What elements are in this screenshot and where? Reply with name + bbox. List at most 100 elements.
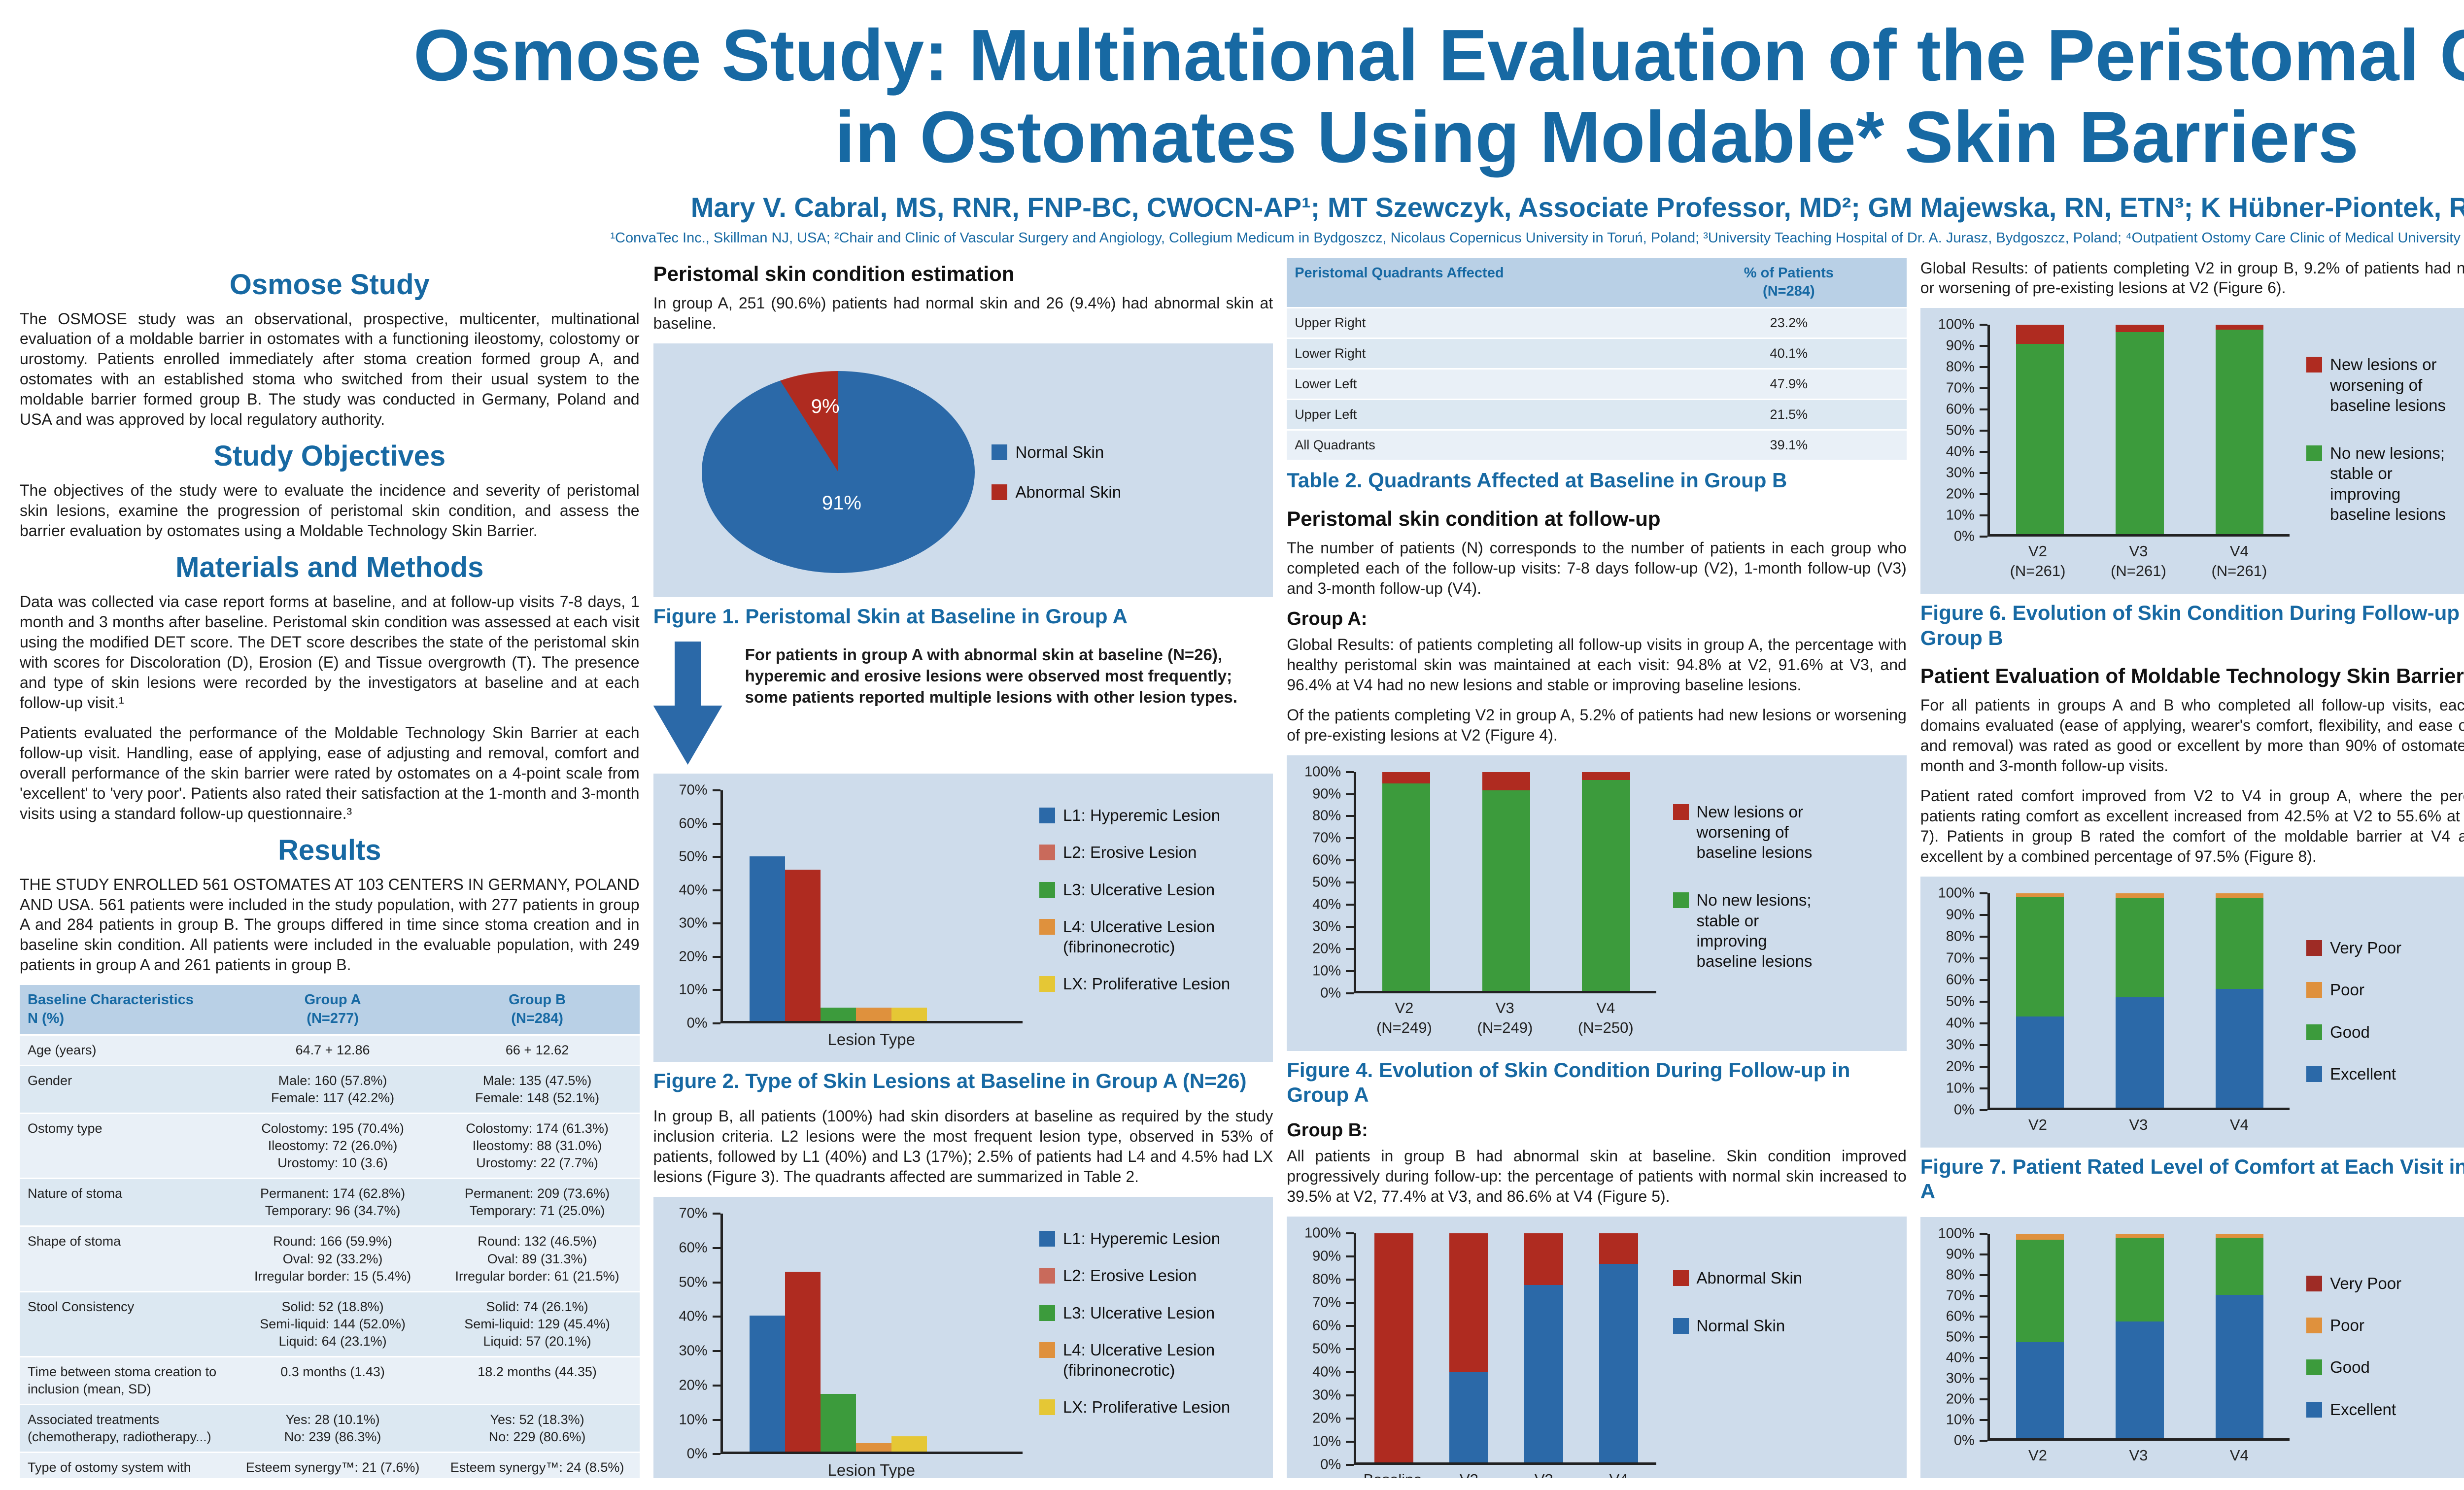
y-tick-mark (1346, 1417, 1354, 1420)
plot-column: 0% 10% 20% 30% 40% 50% 60% 70% 80% 90% 100% V2 (N=2… (1933, 317, 2290, 581)
bar-segment (1482, 772, 1531, 790)
affiliations-line: ¹ConvaTec Inc., Skillman NJ, USA; ²Chair… (610, 230, 2464, 246)
y-tick-mark (1979, 936, 1987, 938)
figure6-panel: 0% 10% 20% 30% 40% 50% 60% 70% 80% 90% 100% V2 (N=2… (1920, 308, 2464, 594)
y-tick-mark (1979, 472, 1987, 474)
materials-methods-paragraph-2: Patients evaluated the performance of th… (20, 723, 640, 822)
table-cell: Nature of stoma (20, 1179, 231, 1226)
y-tick-mark (1346, 859, 1354, 862)
y-tick-label: 50% (1946, 993, 1975, 1010)
y-tick-label: 40% (1946, 443, 1975, 460)
y-tick-mark (1346, 815, 1354, 817)
bar-segment (2116, 897, 2164, 997)
bar-segment (2016, 1233, 2064, 1240)
table-header-cell: Baseline Characteristics N (%) (20, 985, 231, 1034)
legend-item: Good (2306, 1357, 2464, 1377)
y-tick-mark (1979, 1253, 1987, 1255)
bar (821, 1393, 856, 1452)
stacked-bar (1599, 1233, 1638, 1462)
y-tick-mark (1346, 970, 1354, 973)
chart-body: 0% 10% 20% 30% 40% 50% 60% 70% Lesion Type L1: Hy… (666, 782, 1261, 1049)
x-category-label: V2 (N=261) (2010, 542, 2066, 580)
y-tick-label: 30% (1946, 465, 1975, 481)
table-row: All Quadrants 39.1% (1287, 431, 1907, 462)
figure4-stacked-chart: 0% 10% 20% 30% 40% 50% 60% 70% 80% 90% 100% V2 (N=2… (1300, 764, 1894, 1038)
table-cell: Male: 135 (47.5%) Female: 148 (52.1%) (435, 1066, 640, 1113)
legend-item: New lesions or worsening of baseline les… (2306, 354, 2464, 415)
x-category-label: V4 (N=261) (1591, 1470, 1646, 1478)
legend-swatch (1039, 1305, 1055, 1321)
y-tick-label: 40% (679, 882, 708, 898)
x-category-label: Baseline (N=261) (1364, 1470, 1422, 1478)
x-categories: V2 V3 V4 (1933, 1115, 2290, 1135)
group-a-results-paragraph-1: Global Results: of patients completing a… (1287, 635, 1907, 694)
legend-item: Very Poor (2306, 938, 2464, 958)
y-tick-mark (1979, 535, 1987, 538)
legend-label: Excellent (2330, 1400, 2396, 1419)
legend-item: Very Poor (2306, 1273, 2464, 1293)
y-tick-mark (1979, 979, 1987, 981)
y-tick-label: 10% (1946, 1080, 1975, 1096)
y-tick-label: 0% (1953, 1432, 1975, 1449)
bar-segment (2116, 893, 2164, 898)
y-tick-label: 60% (1946, 972, 1975, 988)
x-categories: V2 (N=261) V3 (N=261) V4 (N=261) (1933, 542, 2290, 581)
x-category-label: V4 (N=250) (1577, 999, 1634, 1037)
pie: 9% 91% (701, 371, 975, 573)
y-tick-mark (712, 1384, 720, 1387)
table-cell: 39.1% (1671, 431, 1907, 460)
group-a-results-paragraph-2: Of the patients completing V2 in group A… (1287, 706, 1907, 744)
y-tick-mark (1979, 1398, 1987, 1400)
y-tick-mark (1346, 1279, 1354, 1281)
bar-segment (2116, 997, 2164, 1108)
legend-label: New lesions or worsening of baseline les… (1696, 802, 1813, 862)
x-category-label: V4 (2229, 1446, 2249, 1464)
bar (856, 1008, 892, 1021)
bar-segment (2016, 344, 2064, 534)
bar-segment (1599, 1233, 1638, 1264)
table-row: Stool Consistency Solid: 52 (18.8%) Semi-… (20, 1292, 640, 1358)
y-tick-label: 90% (1312, 1248, 1341, 1264)
section-title-osmose-study: Osmose Study (229, 268, 430, 301)
y-tick-label: 80% (1312, 1271, 1341, 1287)
plot-row: 0% 10% 20% 30% 40% 50% 60% 70% 80% 90% 100% (1300, 1225, 1656, 1472)
y-axis: 0% 10% 20% 30% 40% 50% 60% 70% (666, 1206, 720, 1462)
y-tick-label: 80% (1312, 808, 1341, 824)
bar-segment (1382, 772, 1431, 783)
y-tick-mark (1346, 837, 1354, 840)
masthead: Osmose Study: Multinational Evaluation o… (0, 0, 2464, 249)
y-tick-label: 20% (1312, 1410, 1341, 1426)
y-tick-label: 50% (1946, 1329, 1975, 1345)
y-tick-mark (712, 1453, 720, 1456)
y-tick-mark (1346, 1255, 1354, 1258)
y-tick-mark (1979, 1022, 1987, 1024)
y-tick-mark (1979, 1336, 1987, 1338)
legend-label: L2: Erosive Lesion (1062, 843, 1197, 862)
stacked-bar (2116, 325, 2164, 534)
legend: Very Poor Poor Good Excellent (2290, 893, 2464, 1135)
section-title-study-objectives: Study Objectives (213, 440, 446, 473)
y-tick-label: 60% (1946, 1308, 1975, 1324)
bar-segment (1449, 1372, 1488, 1462)
legend-swatch (1039, 976, 1055, 992)
table-cell: Age (years) (20, 1035, 231, 1065)
y-tick-label: 60% (679, 815, 708, 832)
pie-value-label: 91% (821, 492, 861, 514)
y-tick-label: 20% (1946, 486, 1975, 502)
table-row: Type of ostomy system with ConvaTec Mold… (20, 1453, 640, 1478)
patient-evaluation-paragraph-2: Patient rated comfort improved from V2 t… (1920, 787, 2464, 866)
y-tick-label: 10% (1312, 1433, 1341, 1450)
y-tick-label: 20% (679, 1377, 708, 1393)
bar (750, 1316, 786, 1452)
y-tick-label: 80% (1946, 928, 1975, 945)
legend: Very Poor Poor Good Excellent (2290, 1234, 2464, 1465)
legend-label: No new lesions; stable or improving base… (1696, 891, 1813, 971)
plot-row: 0% 10% 20% 30% 40% 50% 60% 70% (666, 1206, 1023, 1462)
y-tick-mark (1346, 793, 1354, 795)
y-tick-mark (1346, 1440, 1354, 1443)
figure8-stacked-chart: 0% 10% 20% 30% 40% 50% 60% 70% 80% 90% 100% V2 V3 V4 V… (1933, 1225, 2464, 1465)
y-tick-mark (712, 889, 720, 891)
y-tick-label: 100% (1304, 1225, 1341, 1241)
table-cell: Associated treatments (chemotherapy, rad… (20, 1405, 231, 1452)
legend-item: Poor (2306, 980, 2464, 1000)
